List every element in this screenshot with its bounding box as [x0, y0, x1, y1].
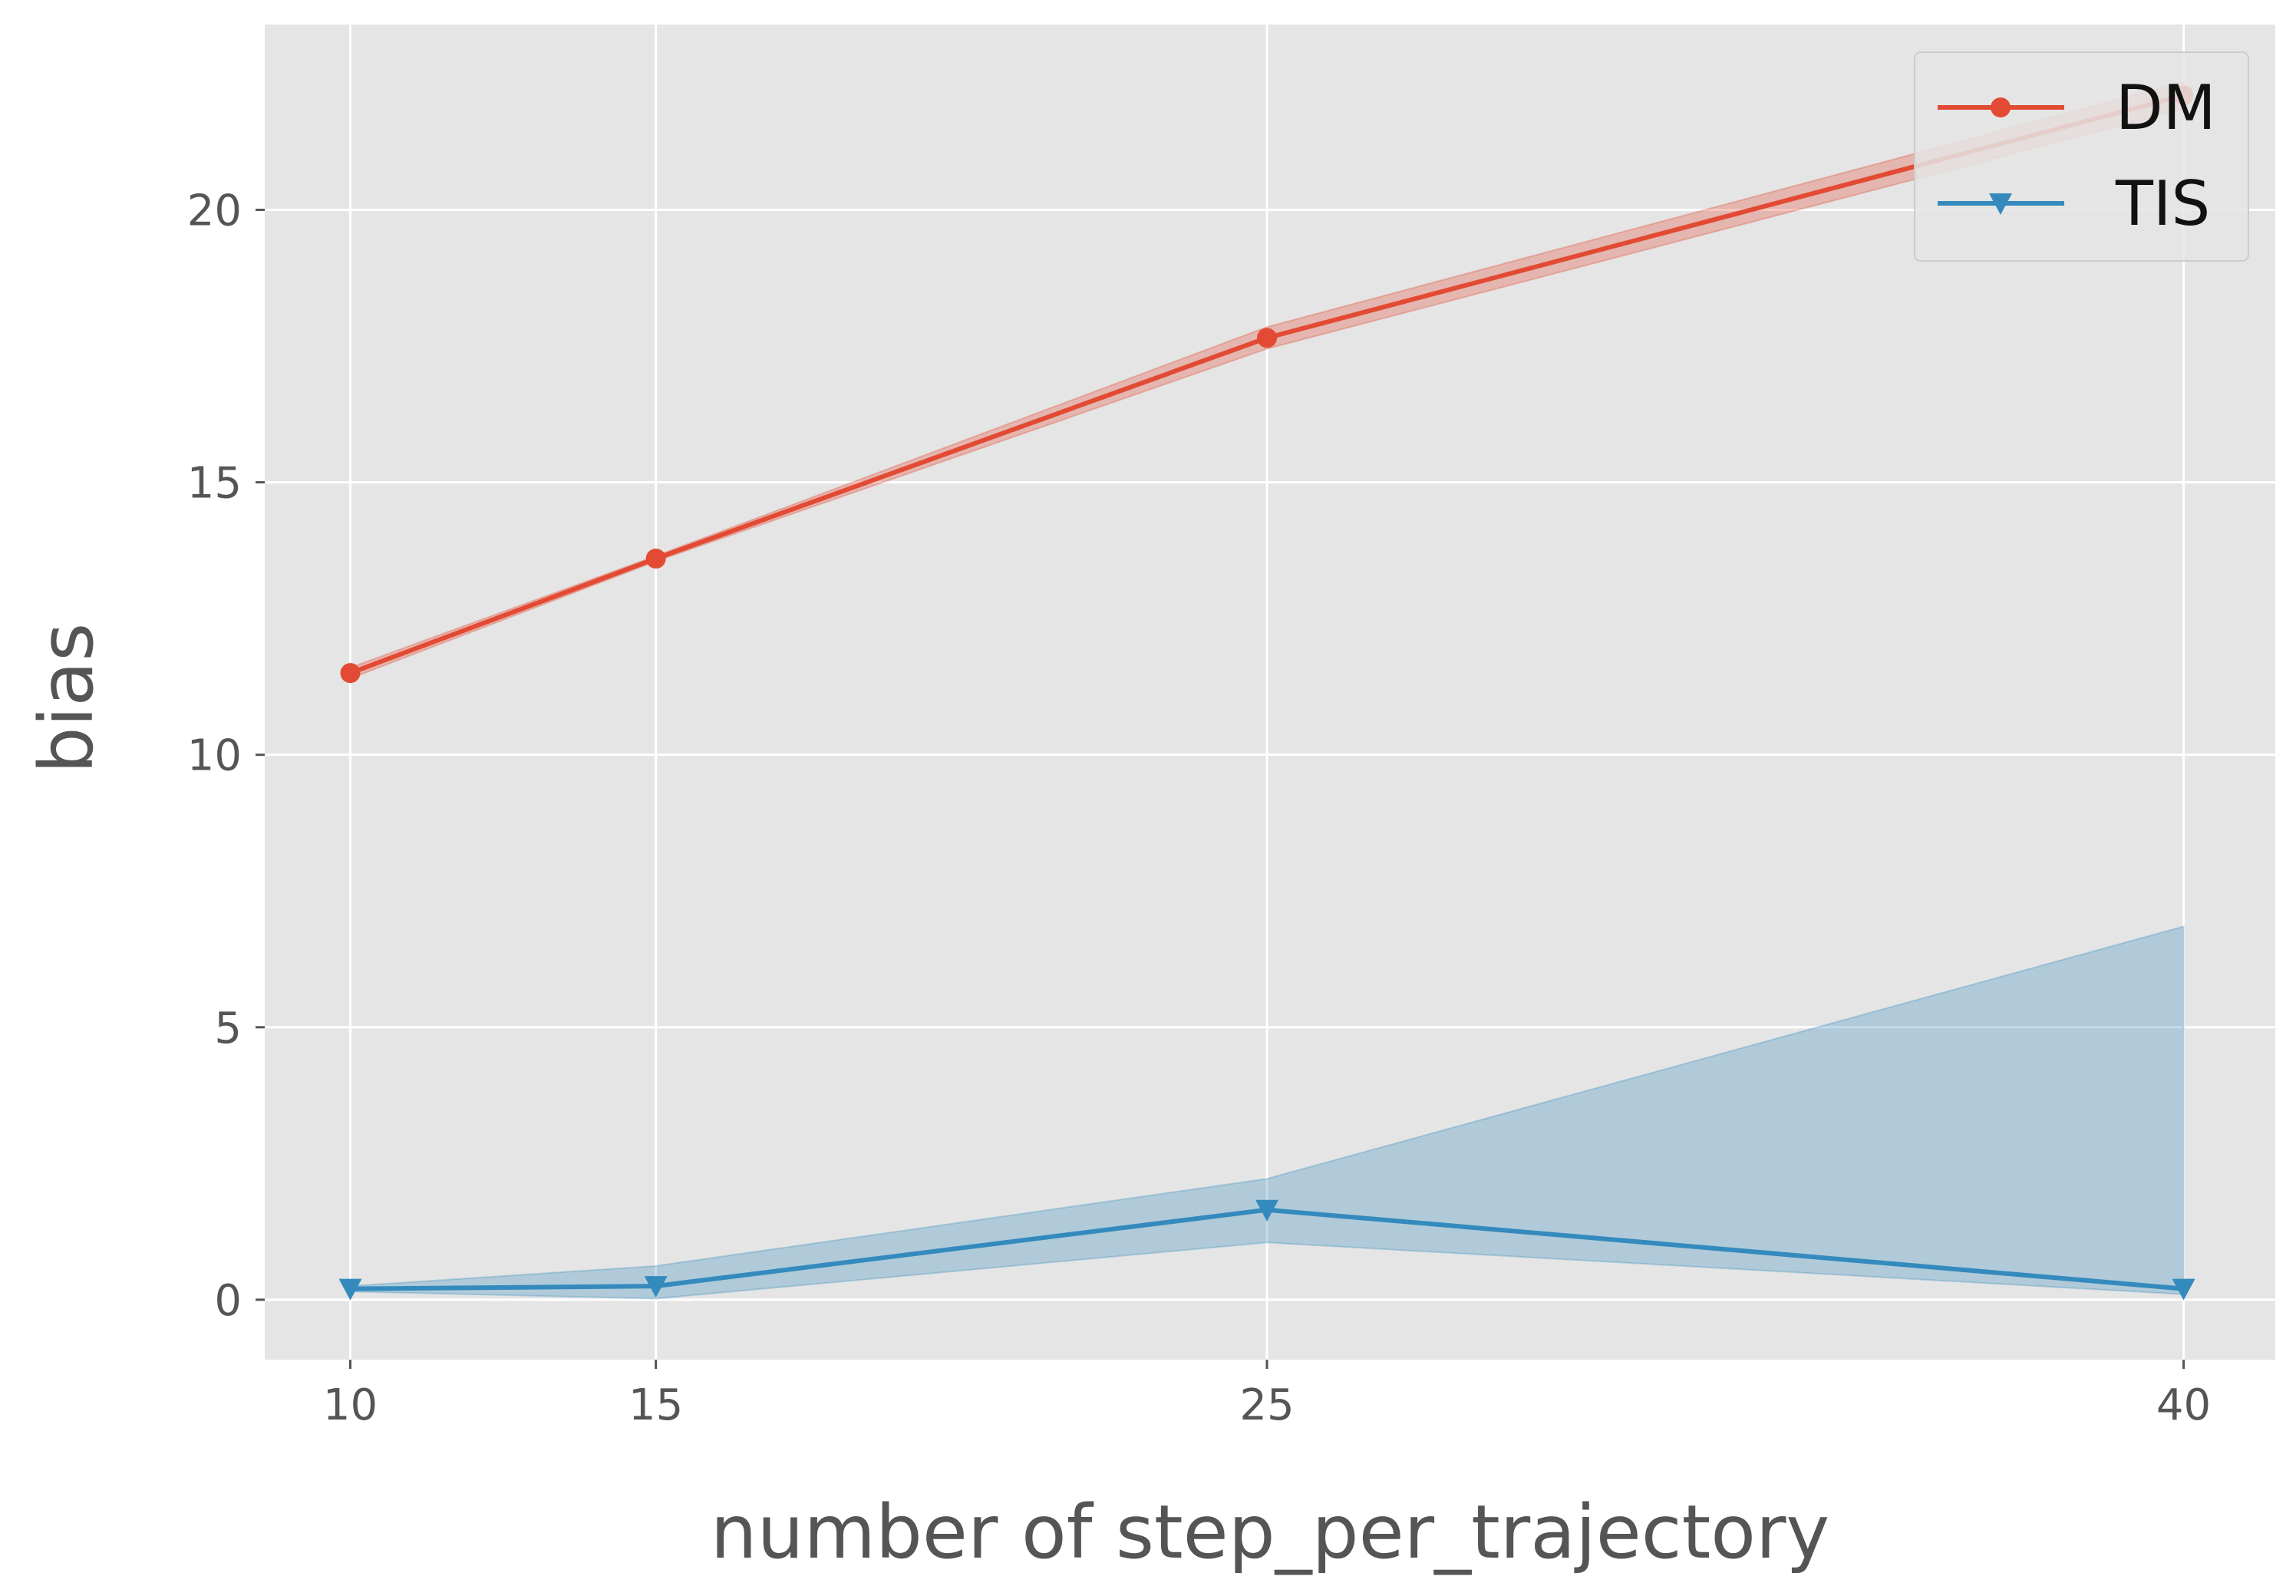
y-tick-labels: 0 5 10 15 20 — [187, 186, 265, 1326]
x-tick-label: 10 — [323, 1380, 378, 1430]
y-tick-label: 5 — [214, 1004, 242, 1054]
legend-marker-dm — [1991, 97, 2011, 117]
legend-label-dm: DM — [2116, 72, 2216, 143]
data-point-tis — [338, 1278, 362, 1301]
y-tick-label: 0 — [214, 1276, 242, 1326]
data-point-tis — [2172, 1278, 2195, 1301]
series-line-tis — [350, 1207, 2184, 1291]
series-line-dm — [349, 93, 2185, 675]
x-tick-label: 15 — [628, 1380, 683, 1430]
data-point-tis — [644, 1276, 668, 1298]
x-tick-labels: 10 15 25 40 — [323, 1360, 2211, 1430]
data-point-tis — [1255, 1199, 1279, 1222]
series-lines — [349, 93, 2185, 1291]
x-tick-label: 40 — [2156, 1380, 2211, 1430]
y-tick-label: 10 — [187, 731, 242, 781]
legend: DM TIS — [1914, 51, 2249, 262]
data-point-dm — [1257, 328, 1278, 348]
y-axis-label: bias — [24, 623, 110, 773]
legend-marker-tis — [1989, 193, 2012, 215]
x-axis-label: number of step_per_trajectory — [711, 1489, 1829, 1575]
x-tick-label: 25 — [1239, 1380, 1294, 1430]
y-tick-label: 20 — [187, 186, 242, 236]
y-tick-label: 15 — [187, 459, 242, 509]
data-point-dm — [645, 549, 666, 569]
legend-label-tis: TIS — [2115, 168, 2210, 239]
data-point-dm — [340, 663, 361, 684]
